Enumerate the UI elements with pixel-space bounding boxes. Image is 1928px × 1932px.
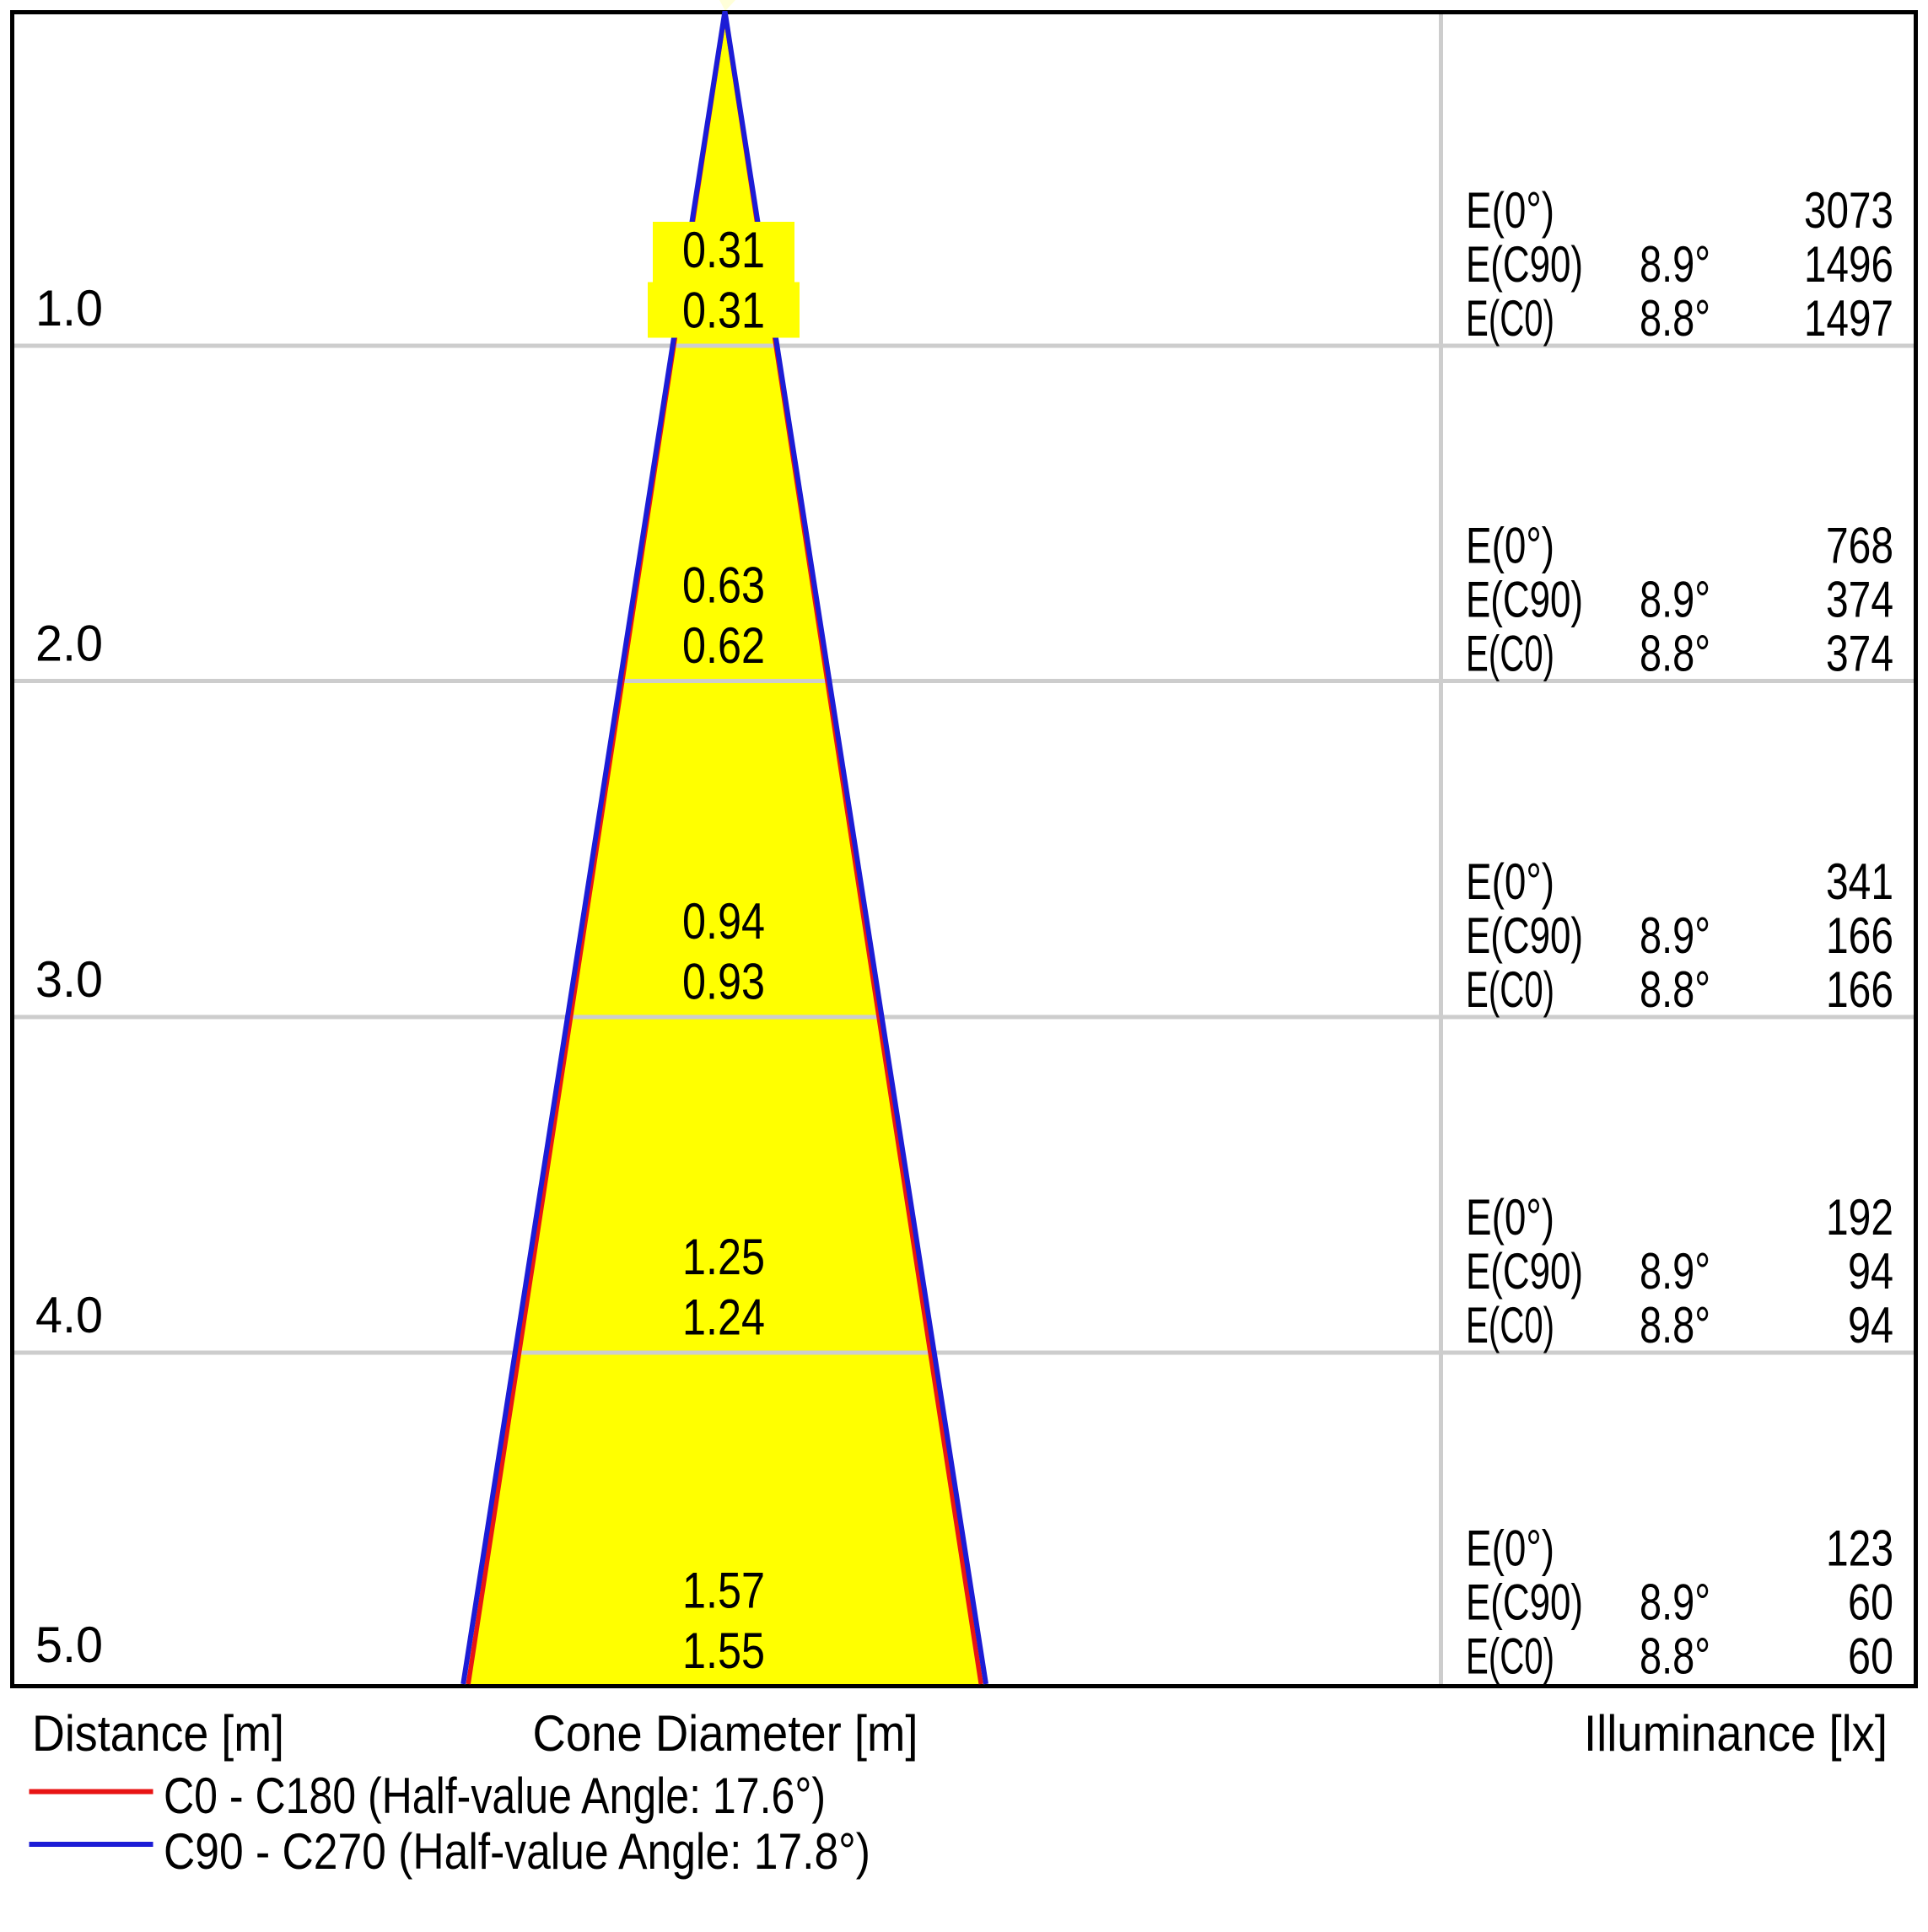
svg-text:768: 768 bbox=[1826, 518, 1893, 574]
svg-text:E(C90): E(C90) bbox=[1466, 1243, 1583, 1300]
svg-text:3.0: 3.0 bbox=[35, 951, 103, 1008]
svg-text:0.94: 0.94 bbox=[682, 893, 765, 950]
svg-text:E(C0): E(C0) bbox=[1466, 1628, 1554, 1685]
svg-text:E(0°): E(0°) bbox=[1466, 1520, 1554, 1577]
svg-text:Illuminance [lx]: Illuminance [lx] bbox=[1584, 1705, 1888, 1762]
svg-text:8.8°: 8.8° bbox=[1640, 961, 1710, 1018]
svg-text:0.31: 0.31 bbox=[682, 283, 765, 339]
svg-text:8.9°: 8.9° bbox=[1640, 907, 1710, 964]
svg-text:166: 166 bbox=[1826, 961, 1893, 1018]
svg-text:E(C0): E(C0) bbox=[1466, 1297, 1554, 1353]
svg-text:E(0°): E(0°) bbox=[1466, 518, 1554, 574]
svg-text:2.0: 2.0 bbox=[35, 616, 103, 672]
svg-text:123: 123 bbox=[1826, 1520, 1893, 1577]
svg-text:3073: 3073 bbox=[1804, 182, 1893, 239]
svg-text:E(0°): E(0°) bbox=[1466, 182, 1554, 239]
svg-text:1.24: 1.24 bbox=[682, 1289, 765, 1346]
svg-text:E(C90): E(C90) bbox=[1466, 1574, 1583, 1631]
svg-text:1.25: 1.25 bbox=[682, 1229, 765, 1285]
svg-text:E(C90): E(C90) bbox=[1466, 572, 1583, 628]
svg-text:E(C90): E(C90) bbox=[1466, 907, 1583, 964]
svg-text:341: 341 bbox=[1826, 853, 1893, 910]
svg-text:8.9°: 8.9° bbox=[1640, 1243, 1710, 1300]
svg-text:374: 374 bbox=[1826, 626, 1893, 682]
svg-text:Distance [m]: Distance [m] bbox=[32, 1705, 284, 1762]
svg-text:1.55: 1.55 bbox=[682, 1623, 765, 1679]
svg-text:E(0°): E(0°) bbox=[1466, 853, 1554, 910]
svg-text:8.9°: 8.9° bbox=[1640, 572, 1710, 628]
svg-text:192: 192 bbox=[1826, 1189, 1893, 1246]
svg-text:166: 166 bbox=[1826, 907, 1893, 964]
svg-text:E(C0): E(C0) bbox=[1466, 961, 1554, 1018]
svg-text:8.8°: 8.8° bbox=[1640, 1297, 1710, 1353]
svg-text:E(0°): E(0°) bbox=[1466, 1189, 1554, 1246]
svg-text:94: 94 bbox=[1848, 1297, 1893, 1353]
svg-text:8.9°: 8.9° bbox=[1640, 236, 1710, 293]
svg-text:0.31: 0.31 bbox=[682, 222, 765, 278]
svg-text:8.9°: 8.9° bbox=[1640, 1574, 1710, 1631]
svg-text:60: 60 bbox=[1848, 1628, 1893, 1685]
svg-text:0.63: 0.63 bbox=[682, 557, 765, 614]
svg-text:1.0: 1.0 bbox=[35, 280, 103, 336]
svg-text:1.57: 1.57 bbox=[682, 1563, 765, 1619]
svg-text:374: 374 bbox=[1826, 572, 1893, 628]
svg-text:8.8°: 8.8° bbox=[1640, 290, 1710, 347]
svg-text:1496: 1496 bbox=[1804, 236, 1893, 293]
svg-text:8.8°: 8.8° bbox=[1640, 626, 1710, 682]
svg-text:E(C0): E(C0) bbox=[1466, 290, 1554, 347]
svg-text:0.93: 0.93 bbox=[682, 954, 765, 1010]
svg-text:E(C90): E(C90) bbox=[1466, 236, 1583, 293]
svg-text:E(C0): E(C0) bbox=[1466, 626, 1554, 682]
svg-text:1497: 1497 bbox=[1804, 290, 1893, 347]
svg-text:8.8°: 8.8° bbox=[1640, 1628, 1710, 1685]
svg-text:4.0: 4.0 bbox=[35, 1287, 103, 1343]
svg-text:Cone Diameter [m]: Cone Diameter [m] bbox=[533, 1705, 918, 1762]
svg-text:94: 94 bbox=[1848, 1243, 1893, 1300]
svg-text:C90 - C270 (Half-value Angle:: C90 - C270 (Half-value Angle: 17.8°) bbox=[164, 1823, 870, 1880]
svg-text:5.0: 5.0 bbox=[35, 1617, 103, 1673]
svg-text:60: 60 bbox=[1848, 1574, 1893, 1631]
svg-text:C0 - C180 (Half-value Angle: 1: C0 - C180 (Half-value Angle: 17.6°) bbox=[164, 1768, 826, 1824]
svg-text:0.62: 0.62 bbox=[682, 617, 765, 674]
